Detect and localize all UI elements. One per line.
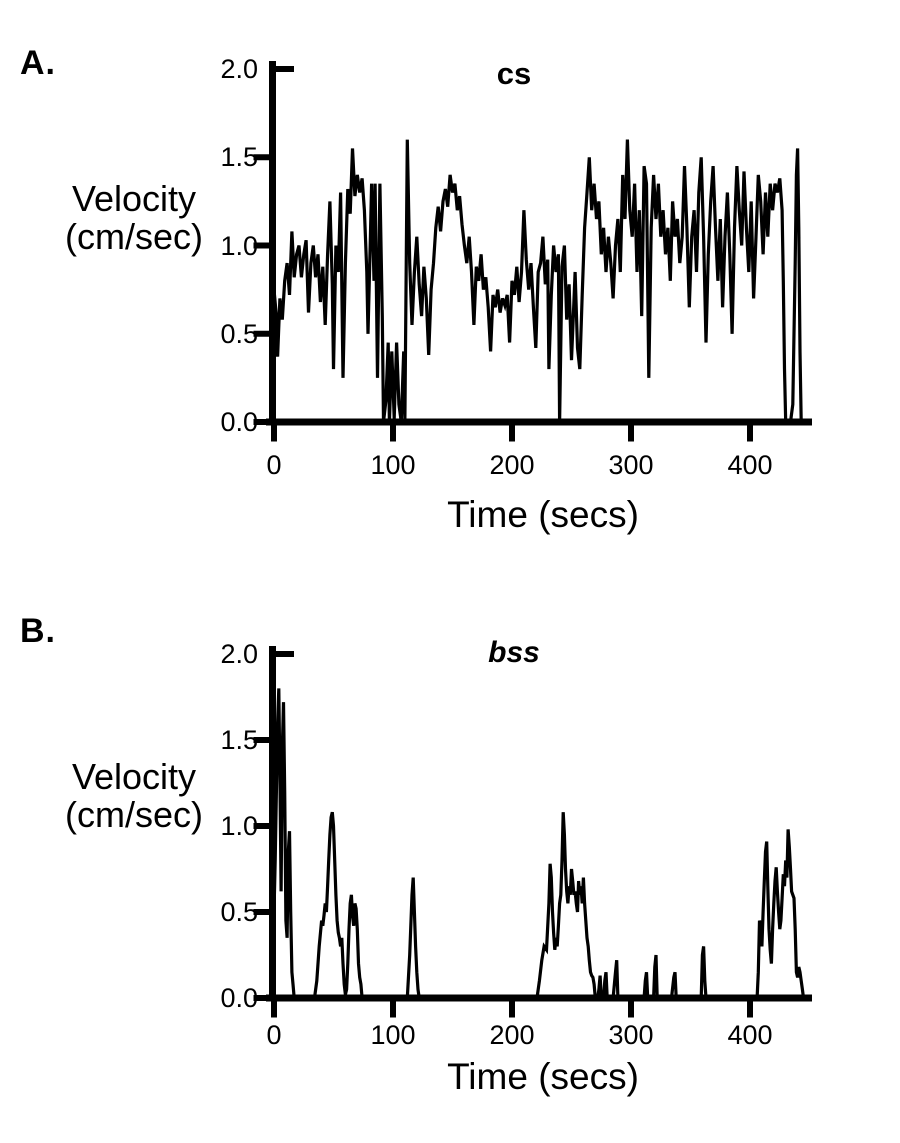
y-tick-label-b: 0.0 bbox=[220, 983, 258, 1013]
y-tick-b bbox=[253, 995, 269, 1001]
panel-b-title: bss bbox=[488, 636, 540, 669]
y-tick-label-a: 0.0 bbox=[220, 407, 258, 437]
x-tick-label-a: 300 bbox=[608, 450, 654, 480]
y-axis-spine-a bbox=[269, 61, 276, 426]
y-tick-b bbox=[253, 823, 269, 829]
y-tick-label-a: 2.0 bbox=[220, 54, 258, 84]
x-tick-label-a: 400 bbox=[727, 450, 773, 480]
panel-a-letter: A. bbox=[20, 44, 56, 82]
y-tick-label-b: 1.5 bbox=[220, 725, 258, 755]
x-tick-a bbox=[271, 425, 277, 442]
panel-b-x-axis-label: Time (secs) bbox=[447, 1056, 639, 1097]
x-tick-label-b: 100 bbox=[370, 1020, 416, 1050]
x-tick-b bbox=[271, 1001, 277, 1018]
y-axis-spine-b bbox=[269, 646, 276, 1002]
x-tick-a bbox=[390, 425, 396, 442]
y-tick-label-a: 0.5 bbox=[220, 318, 258, 349]
x-tick-label-b: 400 bbox=[727, 1020, 773, 1050]
y-tick-a bbox=[253, 419, 269, 425]
y-tick-a bbox=[253, 242, 269, 249]
panel-a-title: cs bbox=[496, 56, 532, 91]
panel-a-y-axis-label-line2: (cm/sec) bbox=[65, 216, 203, 257]
y-axis-top-tick-a bbox=[276, 66, 294, 72]
x-tick-b bbox=[509, 1001, 515, 1018]
x-tick-label-b: 0 bbox=[266, 1020, 282, 1050]
velocity-trace-b bbox=[272, 688, 808, 1000]
panel-a-x-axis-label: Time (secs) bbox=[447, 494, 639, 535]
x-tick-a bbox=[628, 425, 634, 442]
y-tick-label-b: 1.0 bbox=[220, 811, 258, 841]
panel-a-y-axis-label-line1: Velocity bbox=[71, 178, 197, 219]
y-tick-label-a: 1.5 bbox=[220, 142, 258, 173]
panel-b-letter: B. bbox=[20, 612, 56, 650]
x-axis-line-a bbox=[266, 418, 812, 426]
panel-a-y-axis-label: Velocity (cm/sec) bbox=[34, 180, 234, 256]
y-tick-b bbox=[253, 737, 269, 743]
x-tick-a bbox=[747, 425, 753, 442]
x-tick-label-b: 300 bbox=[608, 1020, 654, 1050]
x-tick-a bbox=[509, 425, 515, 442]
y-tick-a bbox=[253, 154, 269, 161]
panel-b-y-axis-label: Velocity (cm/sec) bbox=[34, 758, 234, 834]
y-tick-label-b: 2.0 bbox=[220, 639, 258, 669]
x-tick-b bbox=[747, 1001, 753, 1018]
x-tick-label-a: 100 bbox=[370, 450, 416, 480]
x-tick-label-a: 200 bbox=[489, 450, 535, 480]
x-tick-b bbox=[390, 1001, 396, 1018]
x-tick-label-b: 200 bbox=[489, 1020, 535, 1050]
panel-b-y-axis-label-line2: (cm/sec) bbox=[65, 794, 203, 835]
y-tick-label-b: 0.5 bbox=[220, 897, 258, 927]
y-tick-a bbox=[253, 330, 269, 337]
y-tick-b bbox=[253, 909, 269, 915]
x-axis-line-b bbox=[266, 994, 812, 1002]
y-axis-top-tick-b bbox=[276, 651, 294, 657]
panel-b-y-axis-label-line1: Velocity bbox=[71, 756, 197, 797]
x-tick-b bbox=[628, 1001, 634, 1018]
velocity-trace-a bbox=[272, 139, 806, 424]
y-tick-label-a: 1.0 bbox=[220, 230, 258, 261]
x-tick-label-a: 0 bbox=[266, 450, 282, 480]
